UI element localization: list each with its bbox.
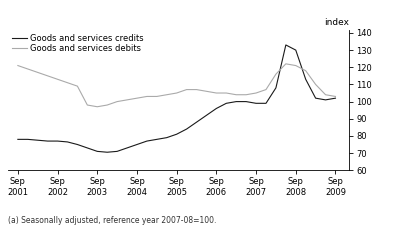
Goods and services debits [95,105,100,108]
Goods and services debits [105,104,110,106]
Goods and services credits [15,138,20,141]
Goods and services debits [85,104,90,106]
Goods and services debits [313,83,318,86]
Goods and services debits [174,92,179,94]
Goods and services credits [313,97,318,99]
Goods and services debits [254,92,258,94]
Goods and services credits [85,147,90,149]
Goods and services credits [244,100,249,103]
Goods and services credits [234,100,239,103]
Goods and services debits [35,71,40,74]
Line: Goods and services credits: Goods and services credits [18,45,335,152]
Goods and services debits [333,95,338,98]
Goods and services credits [55,140,60,142]
Goods and services credits [194,121,199,123]
Goods and services credits [224,102,229,105]
Text: index: index [324,18,349,27]
Goods and services credits [164,136,169,139]
Goods and services debits [115,100,119,103]
Goods and services debits [234,93,239,96]
Goods and services credits [115,150,119,153]
Goods and services credits [323,99,328,101]
Goods and services debits [323,93,328,96]
Goods and services debits [164,93,169,96]
Goods and services credits [174,133,179,136]
Goods and services credits [65,141,70,143]
Goods and services credits [204,114,209,117]
Goods and services debits [303,69,308,72]
Goods and services credits [333,97,338,99]
Goods and services credits [214,107,219,110]
Goods and services debits [293,64,298,67]
Legend: Goods and services credits, Goods and services debits: Goods and services credits, Goods and se… [12,34,144,53]
Goods and services credits [274,86,278,89]
Goods and services debits [264,88,268,91]
Goods and services credits [125,147,129,149]
Goods and services debits [145,95,149,98]
Goods and services debits [283,62,288,65]
Goods and services debits [135,97,139,99]
Goods and services credits [264,102,268,105]
Goods and services debits [25,68,30,70]
Goods and services debits [55,78,60,81]
Goods and services debits [45,74,50,77]
Goods and services credits [35,139,40,142]
Goods and services debits [154,95,159,98]
Goods and services debits [224,92,229,94]
Goods and services credits [105,151,110,154]
Goods and services credits [145,140,149,142]
Goods and services debits [194,88,199,91]
Goods and services debits [65,81,70,84]
Goods and services debits [214,92,219,94]
Goods and services credits [184,128,189,131]
Line: Goods and services debits: Goods and services debits [18,64,335,107]
Goods and services credits [45,140,50,142]
Goods and services credits [135,143,139,146]
Goods and services debits [75,85,80,88]
Goods and services credits [25,138,30,141]
Goods and services debits [125,99,129,101]
Goods and services debits [274,73,278,76]
Text: (a) Seasonally adjusted, reference year 2007-08=100.: (a) Seasonally adjusted, reference year … [8,216,216,225]
Goods and services credits [293,49,298,52]
Goods and services debits [184,88,189,91]
Goods and services credits [95,150,100,153]
Goods and services credits [254,102,258,105]
Goods and services debits [204,90,209,93]
Goods and services credits [75,143,80,146]
Goods and services credits [303,78,308,81]
Goods and services credits [154,138,159,141]
Goods and services debits [15,64,20,67]
Goods and services credits [283,44,288,46]
Goods and services debits [244,93,249,96]
